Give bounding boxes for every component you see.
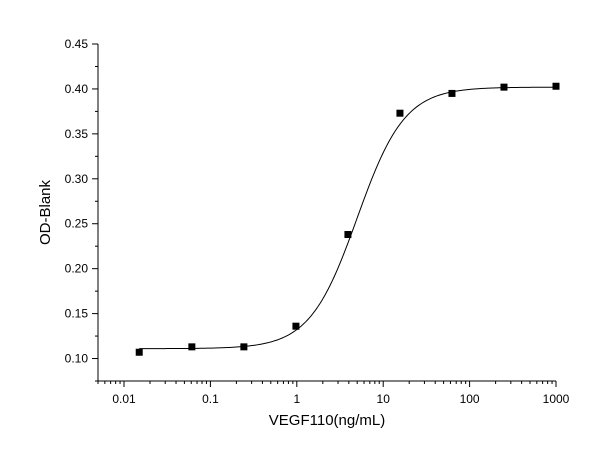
x-axis-ticks: 0.01 0.1 1 10 100 1000 <box>97 381 570 406</box>
y-axis-title: OD-Blank <box>37 179 54 245</box>
data-point <box>240 343 248 351</box>
x-tick-label: 1000 <box>543 392 570 406</box>
y-axis-ticks: 0.10 0.15 0.20 0.25 0.30 0.35 0.40 0.45 <box>65 37 98 382</box>
plot-axes <box>97 44 556 382</box>
y-tick-label: 0.25 <box>65 217 89 231</box>
x-tick-label: 10 <box>377 392 391 406</box>
x-tick-label: 0.01 <box>112 392 136 406</box>
data-points <box>135 82 560 356</box>
x-tick-label: 1 <box>293 392 300 406</box>
y-tick-label: 0.10 <box>65 352 89 366</box>
y-tick-label: 0.15 <box>65 307 89 321</box>
y-tick-label: 0.45 <box>65 37 89 51</box>
data-point <box>448 89 456 97</box>
fit-curve <box>139 86 556 350</box>
data-point <box>344 231 352 239</box>
y-tick-label: 0.35 <box>65 127 89 141</box>
data-point <box>552 82 560 90</box>
x-tick-label: 100 <box>460 392 480 406</box>
data-point <box>292 322 300 330</box>
data-point <box>500 83 508 91</box>
y-tick-label: 0.20 <box>65 262 89 276</box>
data-point <box>135 348 143 356</box>
data-point <box>396 109 404 117</box>
data-point <box>188 343 196 351</box>
x-axis-title: VEGF110(ng/mL) <box>269 412 385 429</box>
x-tick-label: 0.1 <box>202 392 219 406</box>
y-tick-label: 0.30 <box>65 172 89 186</box>
y-tick-label: 0.40 <box>65 82 89 96</box>
